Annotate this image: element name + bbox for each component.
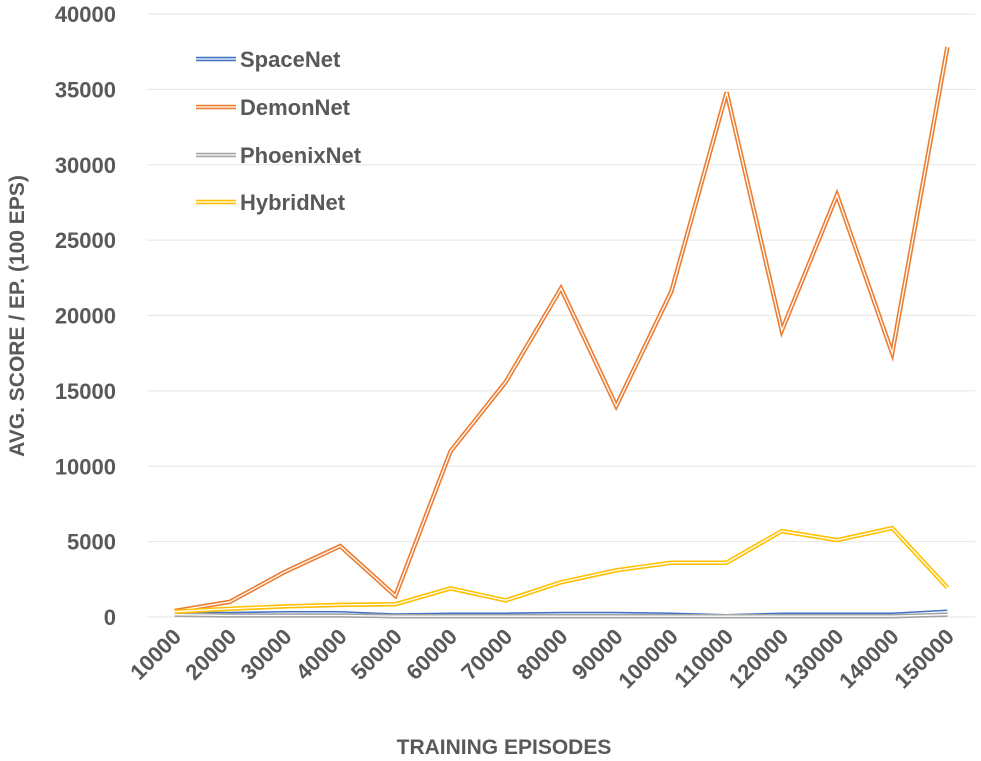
series-demonnet-line [174,46,950,614]
legend-item-demonnet: DemonNet [196,95,351,120]
x-tick-label: 120000 [724,624,794,694]
legend-label: PhoenixNet [240,143,362,168]
series-phoenixnet-line [174,612,948,619]
series-lines [174,46,950,619]
y-tick-label: 10000 [55,454,116,479]
series-line-outer [174,46,950,614]
legend: SpaceNet DemonNet PhoenixNet HybridNet [196,47,362,215]
y-tick-label: 0 [104,605,116,630]
y-axis-ticks: 0 5000 10000 15000 20000 25000 30000 35000 40000 [55,2,116,630]
y-tick-label: 30000 [55,153,116,178]
series-line-inner [174,527,948,613]
y-tick-label: 40000 [55,2,116,27]
x-tick-label: 30000 [236,624,297,685]
series-line-inner [174,614,948,617]
gridlines [147,13,975,618]
x-tick-label: 40000 [291,624,352,685]
y-tick-label: 35000 [55,77,116,102]
legend-label: HybridNet [240,190,346,215]
series-hybridnet-line [174,525,950,614]
x-tick-label: 130000 [779,624,849,694]
x-tick-label: 50000 [346,624,407,685]
legend-item-spacenet: SpaceNet [196,47,341,72]
y-tick-label: 5000 [67,530,116,555]
x-tick-label: 60000 [401,624,462,685]
legend-label: SpaceNet [240,47,341,72]
x-tick-label: 140000 [834,624,904,694]
y-tick-label: 15000 [55,379,116,404]
x-axis-title: TRAINING EPISODES [397,736,612,759]
x-tick-label: 80000 [512,624,573,685]
legend-label: DemonNet [240,95,351,120]
x-tick-label: 150000 [889,624,959,694]
x-tick-label: 110000 [669,624,738,693]
x-axis-ticks: 1000020000300004000050000600007000080000… [125,624,959,694]
series-line-inner [174,47,949,612]
legend-item-hybridnet: HybridNet [196,190,346,215]
x-tick-label: 20000 [180,624,241,685]
y-tick-label: 20000 [55,304,116,329]
x-tick-label: 70000 [456,624,517,685]
y-tick-label: 25000 [55,228,116,253]
x-tick-label: 10000 [125,624,186,685]
y-axis-title: AVG. SCORE / EP. (100 EPS) [6,175,29,457]
legend-item-phoenixnet: PhoenixNet [196,143,362,168]
x-tick-label: 100000 [613,624,683,694]
